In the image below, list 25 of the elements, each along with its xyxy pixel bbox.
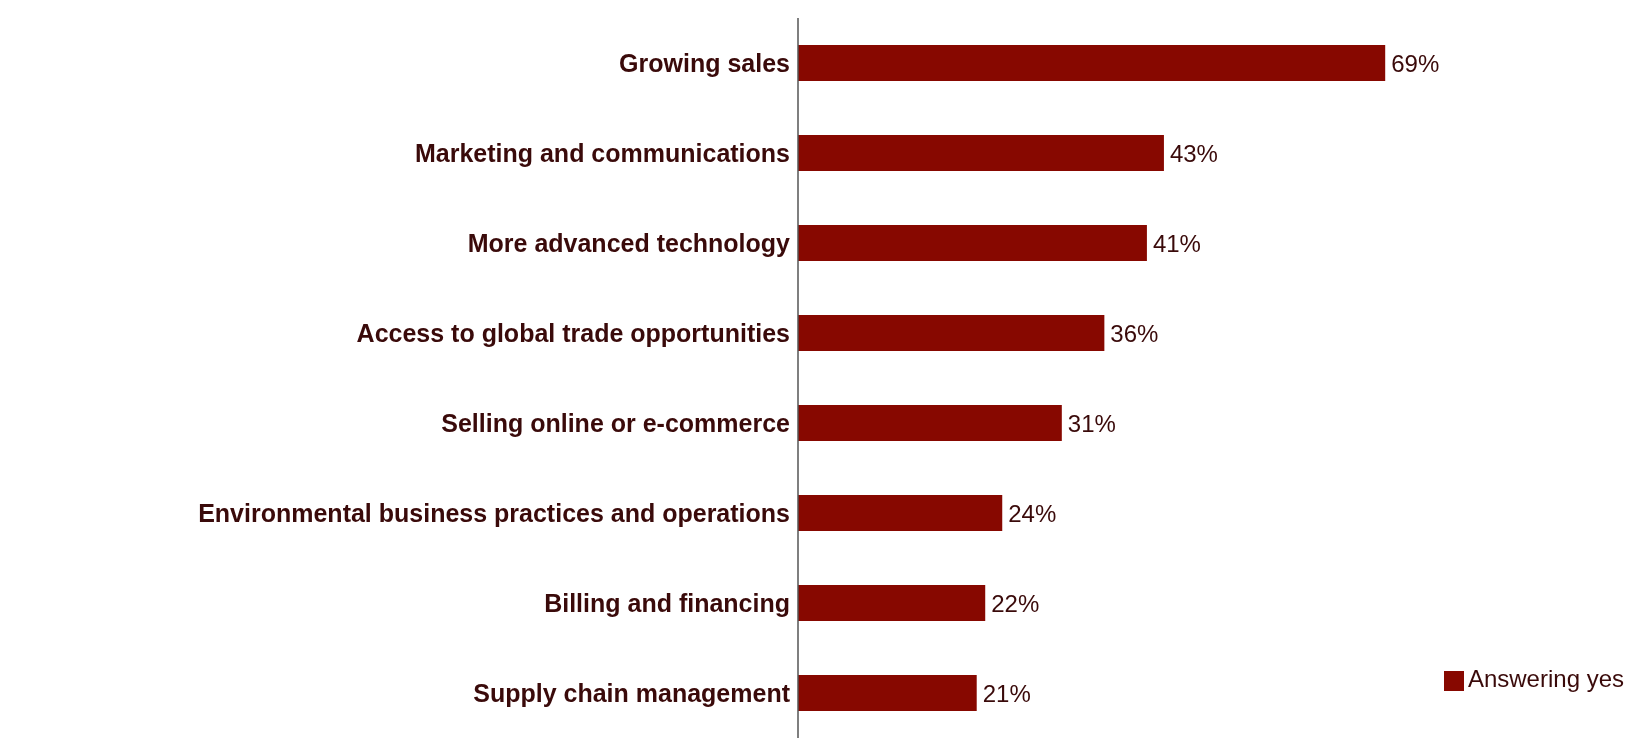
y-tick-label: More advanced technology [467,228,791,257]
bar [798,225,1147,261]
bar [798,495,1003,531]
data-label: 24% [1008,499,1057,527]
bar [798,135,1164,171]
legend-label: Answering yes [1467,665,1624,692]
bar [798,675,977,711]
y-tick-label: Access to global trade opportunities [356,318,790,347]
y-tick-label: Environmental business practices and operations [198,498,790,527]
data-label: 69% [1391,49,1440,77]
y-tick-label: Marketing and communications [414,138,790,167]
bar [798,405,1062,441]
y-tick-label: Selling online or e-commerce [441,408,791,437]
data-label: 31% [1067,409,1116,437]
data-label: 21% [982,679,1031,707]
bar [798,585,986,621]
data-label: 43% [1169,139,1218,167]
y-tick-label: Supply chain management [473,678,791,707]
y-tick-label: Billing and financing [544,588,790,617]
data-label: 41% [1152,229,1201,257]
data-label: 36% [1110,319,1159,347]
y-tick-label: Growing sales [619,48,790,77]
bar [798,315,1105,351]
bar [798,45,1386,81]
data-label: 22% [991,589,1040,617]
